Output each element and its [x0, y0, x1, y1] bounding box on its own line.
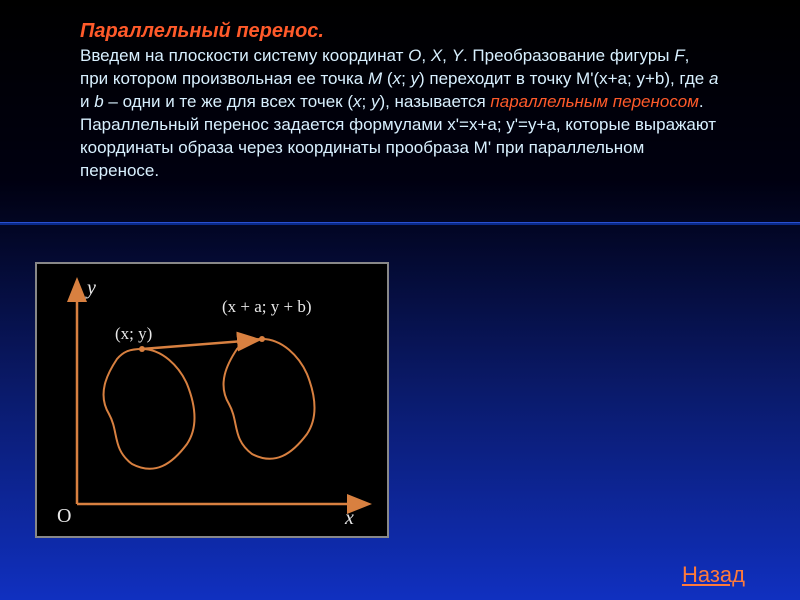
var-O: O — [408, 46, 421, 65]
text-fragment: , — [442, 46, 451, 65]
var-M: M — [368, 69, 382, 88]
text-fragment: ), называется — [379, 92, 490, 111]
shape-original — [104, 349, 195, 469]
point-translated — [259, 336, 265, 342]
text-fragment: . Преобразование фигуры — [463, 46, 674, 65]
highlight-term: параллельным переносом — [490, 92, 699, 111]
back-link[interactable]: Назад — [682, 562, 745, 588]
text-block: Параллельный перенос. Введем на плоскост… — [80, 18, 720, 183]
text-fragment: Введем на плоскости систему координат — [80, 46, 408, 65]
text-fragment: и — [80, 92, 94, 111]
point2-label: (x + a; y + b) — [222, 297, 312, 316]
var-y: y — [411, 69, 420, 88]
origin-label: O — [57, 505, 71, 527]
x-axis-label: x — [344, 507, 354, 529]
text-fragment: ( — [382, 69, 392, 88]
diagram-svg: y x O (x; y) (x + a; y + b) — [37, 264, 387, 536]
translation-arrow — [142, 340, 257, 349]
var-a: a — [709, 69, 718, 88]
text-fragment: ) переходит в точку M'(x+a; y+b), где — [419, 69, 709, 88]
var-x: x — [393, 69, 402, 88]
slide: Параллельный перенос. Введем на плоскост… — [0, 0, 800, 600]
diagram-panel: y x O (x; y) (x + a; y + b) — [35, 262, 389, 538]
var-Y: Y — [452, 46, 463, 65]
text-fragment: – одни и те же для всех точек ( — [104, 92, 353, 111]
var-X: X — [431, 46, 442, 65]
text-fragment: , — [421, 46, 430, 65]
point1-label: (x; y) — [115, 324, 152, 343]
text-fragment: ; — [401, 69, 410, 88]
slide-title: Параллельный перенос. — [80, 20, 324, 42]
text-fragment: ; — [361, 92, 370, 111]
y-axis-label: y — [85, 277, 96, 299]
var-b: b — [94, 92, 103, 111]
divider — [0, 222, 800, 225]
var-F: F — [674, 46, 684, 65]
body-text: Введем на плоскости систему координат O,… — [80, 46, 718, 180]
shape-translated — [224, 339, 315, 459]
